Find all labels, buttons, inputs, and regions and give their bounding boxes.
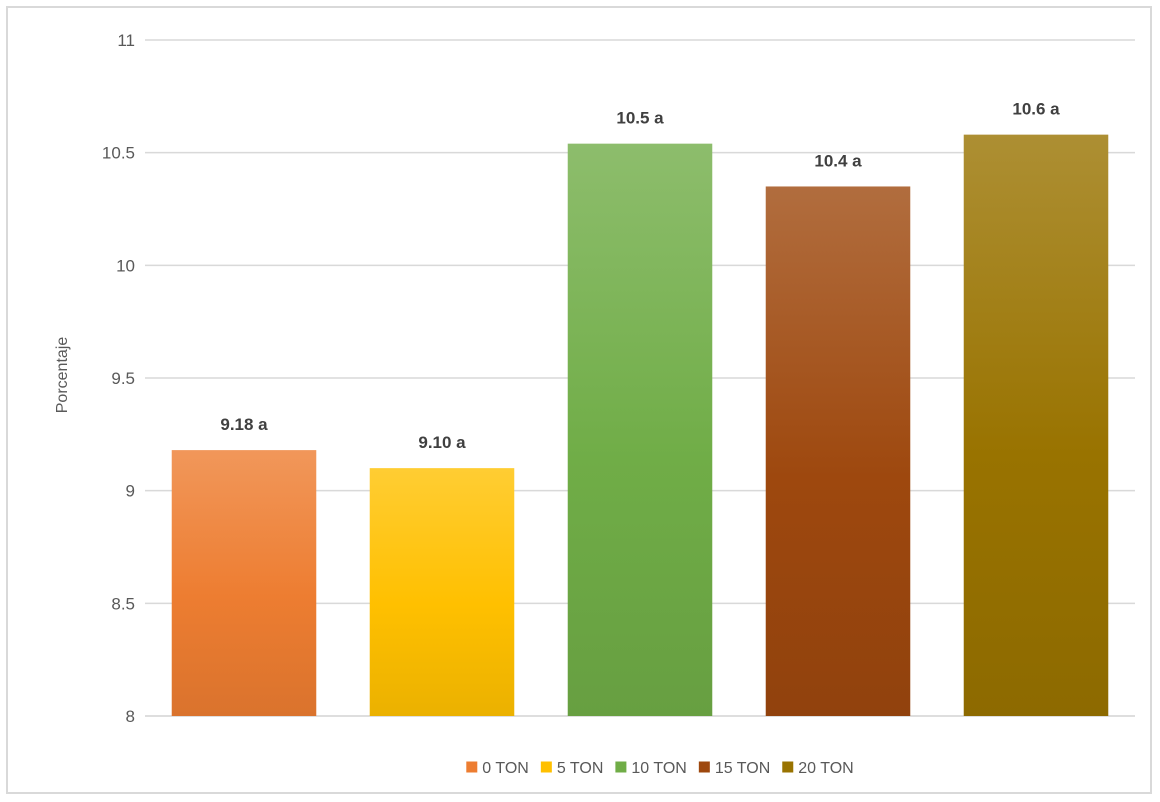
- legend-item: 5 TON: [540, 760, 604, 777]
- legend-label: 10 TON: [631, 760, 686, 777]
- data-labels: 9.18 a 9.10 a 10.5 a 10.4 a 10.6 a: [220, 100, 1060, 452]
- legend-item: 10 TON: [615, 760, 687, 777]
- data-label: 10.4 a: [814, 151, 862, 170]
- legend-item: 15 TON: [698, 760, 770, 777]
- bar-10-ton: [567, 143, 713, 717]
- data-label: 9.18 a: [220, 415, 268, 434]
- legend-label: 20 TON: [798, 760, 853, 777]
- bar-15-ton: [765, 186, 911, 716]
- bar-5-ton: [369, 468, 515, 716]
- bar-0-ton: [171, 450, 317, 716]
- bars: [171, 134, 1109, 717]
- legend-swatch: [615, 761, 627, 773]
- legend-swatch: [466, 761, 478, 773]
- data-label: 9.10 a: [418, 433, 466, 452]
- legend-label: 5 TON: [557, 760, 604, 777]
- data-label: 10.5 a: [616, 109, 664, 128]
- legend-item: 20 TON: [782, 760, 854, 777]
- y-tick-label: 10: [116, 256, 135, 275]
- y-axis-ticks: 8 8.5 9 9.5 10 10.5 11: [102, 31, 135, 726]
- y-tick-label: 8.5: [111, 594, 135, 613]
- legend-label: 0 TON: [482, 760, 529, 777]
- y-tick-label: 9: [126, 482, 135, 501]
- legend-swatch: [698, 761, 710, 773]
- legend: 0 TON 5 TON 10 TON 15 TON 20 TON: [466, 760, 854, 777]
- y-tick-label: 11: [117, 31, 135, 50]
- y-tick-label: 8: [126, 707, 135, 726]
- data-label: 10.6 a: [1012, 100, 1060, 119]
- legend-swatch: [540, 761, 552, 773]
- legend-swatch: [782, 761, 794, 773]
- bar-20-ton: [963, 134, 1109, 716]
- y-tick-label: 9.5: [111, 369, 135, 388]
- legend-label: 15 TON: [715, 760, 770, 777]
- y-tick-label: 10.5: [102, 144, 135, 163]
- legend-item: 0 TON: [466, 760, 529, 777]
- y-axis-title: Porcentaje: [54, 337, 71, 414]
